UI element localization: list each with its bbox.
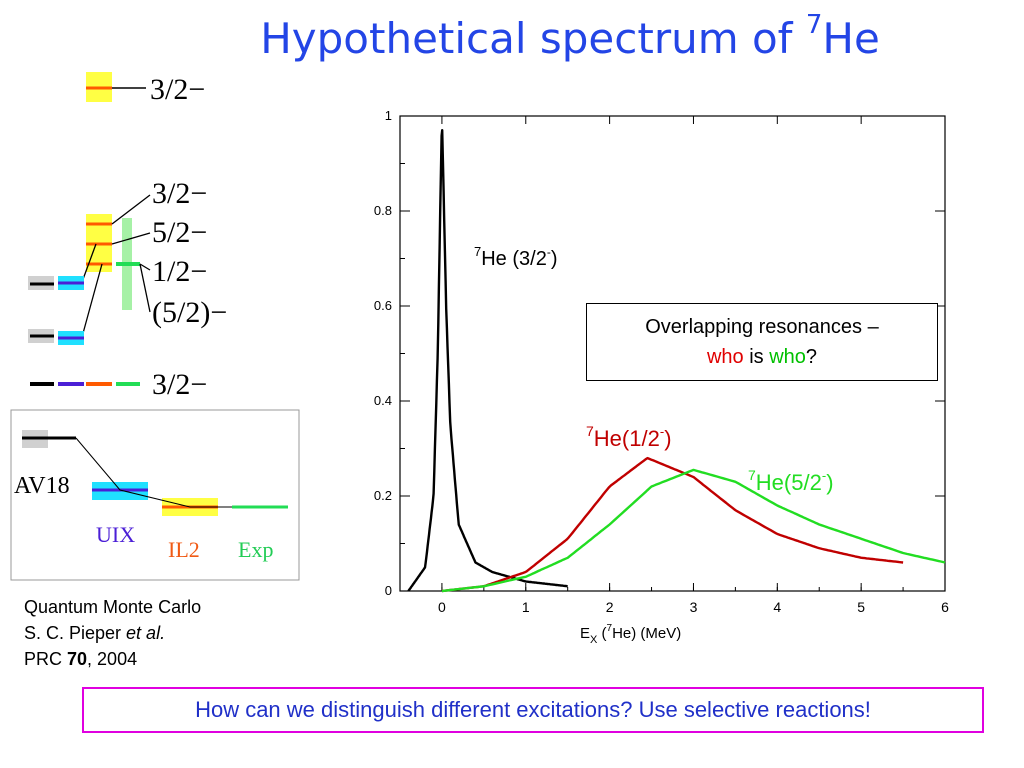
x-tick-label: 6	[941, 599, 949, 615]
callout-line1: Overlapping resonances –	[645, 316, 879, 338]
x-tick-label: 4	[773, 599, 781, 615]
x-tick-label: 2	[606, 599, 614, 615]
legend-av18: AV18	[14, 473, 70, 499]
connector-line	[111, 232, 151, 245]
x-tick-label: 5	[857, 599, 865, 615]
level-label: 1/2−	[152, 255, 207, 288]
spectrum-chart: 0 1 2 3 4 5 6 0 0.2 0.4 0.6 0.8 1 EX (7He) (MeV) 7H…	[374, 108, 949, 646]
connector-line	[81, 263, 103, 338]
callout-box: Overlapping resonances – who is who?	[586, 303, 938, 381]
annotation-5-2: 7He(5/2-)	[748, 467, 834, 495]
x-axis-label: EX (7He) (MeV)	[580, 623, 681, 646]
level-label: 3/2−	[152, 177, 207, 210]
series-line-1	[441, 456, 904, 593]
y-tick-label: 0	[385, 583, 392, 598]
connector-line	[139, 263, 151, 313]
legend-box: AV18 UIX IL2 Exp	[10, 409, 300, 581]
y-tick-label: 0.4	[374, 393, 392, 408]
y-axis: 0 0.2 0.4 0.6 0.8 1	[374, 108, 945, 598]
connector-line	[75, 437, 232, 508]
series-lines	[407, 129, 946, 593]
x-tick-label: 3	[690, 599, 698, 615]
legend-exp: Exp	[238, 537, 273, 562]
level-label: (5/2)−	[152, 296, 227, 329]
x-tick-label: 1	[522, 599, 530, 615]
citation: Quantum Monte Carlo S. C. Pieper et al. …	[24, 594, 201, 672]
callout-who-2: who	[769, 346, 806, 368]
y-tick-label: 0.2	[374, 488, 392, 503]
callout-q: ?	[805, 346, 818, 368]
series-line-0	[407, 129, 569, 592]
callout-who-1: who	[706, 346, 744, 368]
x-axis: 0 1 2 3 4 5 6	[399, 116, 949, 615]
annotation-3-2: 7He (3/2-)	[474, 244, 558, 270]
citation-line3: PRC 70, 2004	[24, 649, 138, 669]
x-tick-label: 0	[438, 599, 446, 615]
connector-line	[111, 194, 151, 225]
connector-line	[81, 243, 97, 283]
callout-line2: who is who?	[587, 342, 937, 372]
legend-il2: IL2	[168, 537, 200, 562]
level-diagram: 3/2− 3/2− 5/2− 1/2− (5/2)− 3/2−	[28, 72, 227, 401]
y-tick-label: 1	[385, 108, 392, 123]
level-label: 5/2−	[152, 216, 207, 249]
legend-uix: UIX	[96, 522, 135, 547]
citation-line2: S. C. Pieper et al.	[24, 623, 166, 643]
annotation-1-2: 7He(1/2-)	[586, 423, 672, 451]
connector-line	[139, 263, 151, 271]
y-tick-label: 0.8	[374, 203, 392, 218]
level-label: 3/2−	[152, 368, 207, 401]
level-label: 3/2−	[150, 73, 205, 106]
callout-is: is	[743, 346, 770, 368]
series-line-2	[441, 468, 946, 593]
question-banner: How can we distinguish different excitat…	[82, 687, 984, 733]
page-title: Hypothetical spectrum of 7He	[260, 10, 880, 63]
y-tick-label: 0.6	[374, 298, 392, 313]
citation-line1: Quantum Monte Carlo	[24, 597, 202, 617]
